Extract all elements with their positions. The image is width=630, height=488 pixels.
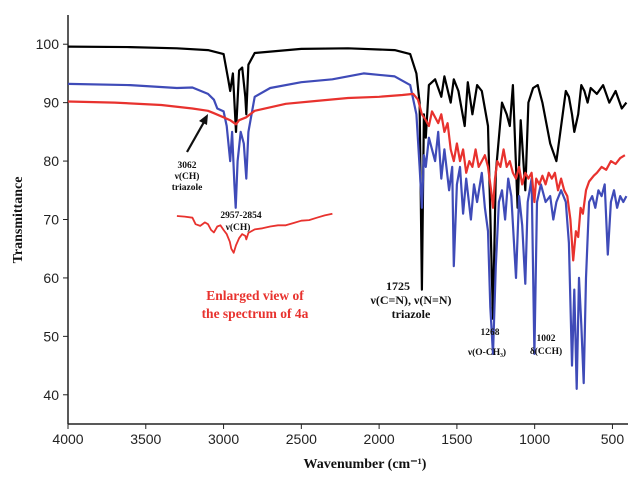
x-tick-label: 4000 xyxy=(52,431,83,447)
y-tick-label: 100 xyxy=(36,36,60,52)
y-tick-label: 40 xyxy=(43,387,59,403)
annotation-1725-line2: ν(C=N), ν(N=N) xyxy=(369,293,451,307)
y-tick-label: 50 xyxy=(43,328,59,344)
inset-label: Enlarged view of the spectrum of 4a xyxy=(202,288,309,321)
annotation-1002-line2: δ(CCH) xyxy=(530,346,562,357)
x-tick-label: 2500 xyxy=(286,431,317,447)
annotation-2957: 2957-2854 ν(CH) xyxy=(220,211,261,233)
annotation-3062-line2: ν(CH) xyxy=(174,171,200,182)
inset-label-line2: the spectrum of 4a xyxy=(202,306,309,321)
x-tick-label: 1500 xyxy=(441,431,472,447)
spectrum-series-0 xyxy=(67,45,628,320)
y-tick-label: 70 xyxy=(43,212,59,228)
x-tick-label: 3500 xyxy=(130,431,161,447)
annotation-3062-line1: 3062 xyxy=(178,161,197,171)
x-tick-label: 500 xyxy=(601,431,625,447)
inset-spectrum xyxy=(176,212,333,254)
annotation-1002: 1002 δ(CCH) xyxy=(530,334,562,357)
annotation-1725: 1725 ν(C=N), ν(N=N) triazole xyxy=(369,279,451,321)
inset-group xyxy=(176,212,333,254)
annotation-1725-line1: 1725 xyxy=(386,279,410,293)
x-tick-label: 1000 xyxy=(519,431,550,447)
y-tick-label: 90 xyxy=(43,95,59,111)
tick-group: 4000 3500 3000 2500 2000 1500 1000 500 40 50 60 70 8… xyxy=(36,36,625,447)
y-tick-label: 80 xyxy=(43,153,59,169)
annotation-2957-line1: 2957-2854 xyxy=(220,211,261,221)
y-axis-title: Transmittance xyxy=(11,177,26,264)
annotation-3062-line3: triazole xyxy=(172,183,203,193)
arrow-3062-head xyxy=(199,114,208,125)
x-tick-label: 2000 xyxy=(364,431,395,447)
arrow-3062-shaft xyxy=(186,121,205,153)
annotation-1268-line2: ν(O-CH₃) xyxy=(467,347,506,358)
annotation-2957-line2: ν(CH) xyxy=(225,222,251,233)
inset-label-line1: Enlarged view of xyxy=(206,288,304,303)
x-axis-title: Wavenumber (cm⁻¹) xyxy=(304,457,427,472)
x-tick-label: 3000 xyxy=(208,431,239,447)
annotation-1002-line1: 1002 xyxy=(537,334,556,344)
y-tick-label: 60 xyxy=(43,270,59,286)
annotation-1268-line1: 1268 xyxy=(481,328,500,338)
annotation-1268: 1268 ν(O-CH₃) xyxy=(467,328,506,358)
arrow-3062 xyxy=(186,114,208,153)
spectrum-series-2 xyxy=(67,92,626,262)
spectrum-series-1 xyxy=(67,72,628,390)
annotation-3062: 3062 ν(CH) triazole xyxy=(172,161,203,193)
series-group xyxy=(67,45,628,390)
annotation-1725-line3: triazole xyxy=(392,307,431,321)
